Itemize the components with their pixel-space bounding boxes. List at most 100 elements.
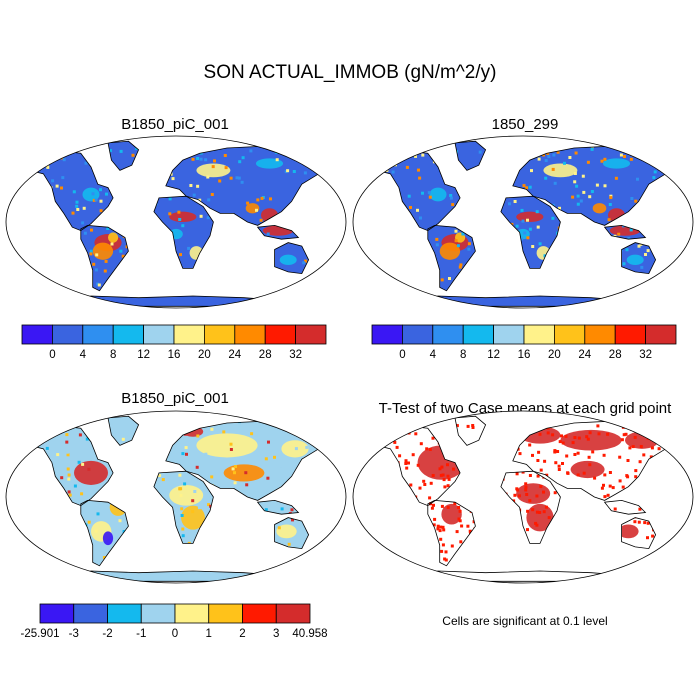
grid-cell bbox=[192, 193, 196, 197]
grid-cell bbox=[363, 421, 366, 424]
grid-cell bbox=[646, 249, 650, 253]
grid-cell bbox=[608, 203, 612, 206]
grid-cell bbox=[199, 157, 203, 161]
grid-cell bbox=[275, 158, 279, 162]
grid-cell bbox=[593, 476, 597, 480]
grid-cell bbox=[237, 176, 241, 180]
grid-cell bbox=[353, 462, 356, 465]
grid-cell bbox=[582, 190, 586, 194]
grid-cell bbox=[56, 453, 60, 457]
colorbar-tick-label: -25.901 bbox=[20, 628, 59, 640]
grid-cell bbox=[525, 186, 528, 190]
grid-cell bbox=[67, 473, 71, 477]
grid-cell bbox=[121, 437, 125, 441]
grid-cell bbox=[419, 216, 422, 220]
grid-cell bbox=[267, 440, 270, 444]
grid-cell bbox=[121, 254, 125, 258]
grid-cell bbox=[266, 232, 270, 236]
grid-cell bbox=[459, 540, 463, 544]
value-patch bbox=[196, 433, 258, 458]
grid-cell bbox=[585, 435, 589, 439]
grid-cell bbox=[689, 533, 692, 536]
colorbar-tick-label: 24 bbox=[578, 349, 591, 361]
grid-cell bbox=[180, 514, 184, 517]
grid-cell bbox=[451, 203, 455, 207]
grid-cell bbox=[211, 165, 215, 169]
grid-cell bbox=[536, 225, 540, 229]
grid-cell bbox=[587, 455, 591, 459]
grid-cell bbox=[354, 452, 357, 455]
grid-cell bbox=[291, 518, 294, 522]
grid-cell bbox=[87, 520, 91, 524]
value-patch bbox=[543, 163, 578, 178]
grid-cell bbox=[573, 180, 577, 184]
grid-cell bbox=[181, 534, 185, 538]
grid-cell bbox=[591, 450, 595, 454]
grid-cell bbox=[294, 447, 298, 451]
grid-cell bbox=[359, 439, 362, 442]
grid-cell bbox=[264, 457, 268, 461]
grid-cell bbox=[544, 505, 548, 509]
grid-cell bbox=[171, 177, 175, 181]
coastline bbox=[274, 517, 310, 550]
grid-cell bbox=[183, 482, 187, 486]
colorbar-swatch bbox=[371, 324, 403, 345]
grid-cell bbox=[180, 507, 184, 511]
grid-cell bbox=[407, 461, 410, 465]
grid-cell bbox=[633, 435, 637, 439]
grid-cell bbox=[600, 486, 604, 490]
map-border bbox=[5, 410, 347, 584]
grid-cell bbox=[108, 149, 112, 153]
grid-cell bbox=[418, 486, 422, 490]
coastline bbox=[603, 499, 647, 515]
grid-cell bbox=[360, 435, 363, 438]
map-border bbox=[352, 410, 694, 584]
grid-cell bbox=[393, 440, 397, 444]
grid-cell bbox=[62, 158, 66, 162]
land-north-america bbox=[376, 149, 461, 231]
colorbar-swatch bbox=[52, 324, 84, 345]
value-patch bbox=[102, 531, 114, 546]
grid-cell bbox=[393, 559, 397, 563]
grid-cell bbox=[46, 165, 50, 169]
grid-cell bbox=[359, 464, 362, 467]
grid-cell bbox=[68, 493, 72, 497]
grid-cell bbox=[553, 450, 557, 454]
grid-cell bbox=[617, 232, 621, 236]
map-border bbox=[5, 135, 347, 309]
grid-cell bbox=[547, 516, 551, 520]
grid-cell bbox=[405, 466, 409, 470]
grid-cell bbox=[651, 534, 655, 538]
grid-cell bbox=[229, 442, 233, 446]
land-greenland bbox=[455, 416, 486, 446]
grid-cell bbox=[197, 478, 201, 482]
grid-cell bbox=[66, 467, 70, 471]
grid-cell bbox=[524, 488, 528, 492]
grid-cell bbox=[376, 561, 380, 565]
grid-cell bbox=[528, 499, 532, 503]
grid-cell bbox=[528, 443, 532, 447]
grid-cell bbox=[65, 440, 69, 444]
colorbar-swatch bbox=[140, 603, 176, 624]
colorbar-swatch bbox=[553, 324, 586, 345]
colorbar-tick-label: 20 bbox=[198, 349, 211, 361]
grid-cell bbox=[459, 263, 463, 267]
colorbar-swatch bbox=[173, 324, 205, 345]
grid-cell bbox=[419, 442, 423, 446]
grid-cell bbox=[682, 450, 685, 453]
grid-cell bbox=[432, 503, 435, 507]
grid-cell bbox=[245, 483, 249, 487]
grid-cell bbox=[85, 437, 89, 441]
grid-cell bbox=[442, 478, 446, 482]
grid-cell bbox=[628, 446, 632, 450]
grid-cell bbox=[546, 431, 550, 435]
grid-cell bbox=[431, 474, 435, 477]
colorbar-tick-label: 4 bbox=[80, 349, 87, 361]
grid-cell bbox=[259, 218, 263, 222]
colorbar-swatch bbox=[174, 603, 210, 624]
grid-cell bbox=[467, 242, 471, 246]
grid-cell bbox=[586, 160, 590, 164]
grid-cell bbox=[189, 184, 193, 187]
grid-cell bbox=[633, 520, 637, 524]
